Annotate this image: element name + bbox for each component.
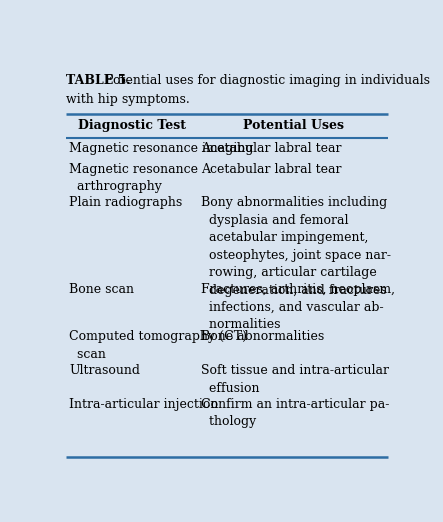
Text: Computed tomography (CT)
  scan: Computed tomography (CT) scan <box>69 330 247 361</box>
Text: Bony abnormalities including
  dysplasia and femoral
  acetabular impingement,
 : Bony abnormalities including dysplasia a… <box>201 196 391 297</box>
Text: Fractures, arthritis, neoplasm,
  infections, and vascular ab-
  normalities: Fractures, arthritis, neoplasm, infectio… <box>201 283 395 331</box>
Text: Magnetic resonance
  arthrography: Magnetic resonance arthrography <box>69 163 198 193</box>
Text: Potential Uses: Potential Uses <box>243 120 344 132</box>
Text: Confirm an intra-articular pa-
  thology: Confirm an intra-articular pa- thology <box>201 398 390 429</box>
Text: Bone scan: Bone scan <box>69 283 134 296</box>
Text: Intra-articular injection: Intra-articular injection <box>69 398 218 411</box>
Text: Acetabular labral tear: Acetabular labral tear <box>201 142 342 155</box>
Text: with hip symptoms.: with hip symptoms. <box>66 93 190 106</box>
Text: Diagnostic Test: Diagnostic Test <box>78 120 186 132</box>
Text: Soft tissue and intra-articular
  effusion: Soft tissue and intra-articular effusion <box>201 364 389 395</box>
Text: Acetabular labral tear: Acetabular labral tear <box>201 163 342 176</box>
Text: Bone abnormalities: Bone abnormalities <box>201 330 325 343</box>
Text: Plain radiographs: Plain radiographs <box>69 196 183 209</box>
Text: Potential uses for diagnostic imaging in individuals: Potential uses for diagnostic imaging in… <box>97 74 430 87</box>
Text: Magnetic resonance imaging: Magnetic resonance imaging <box>69 142 253 155</box>
Text: Ultrasound: Ultrasound <box>69 364 140 377</box>
Text: TABLE 5.: TABLE 5. <box>66 74 130 87</box>
